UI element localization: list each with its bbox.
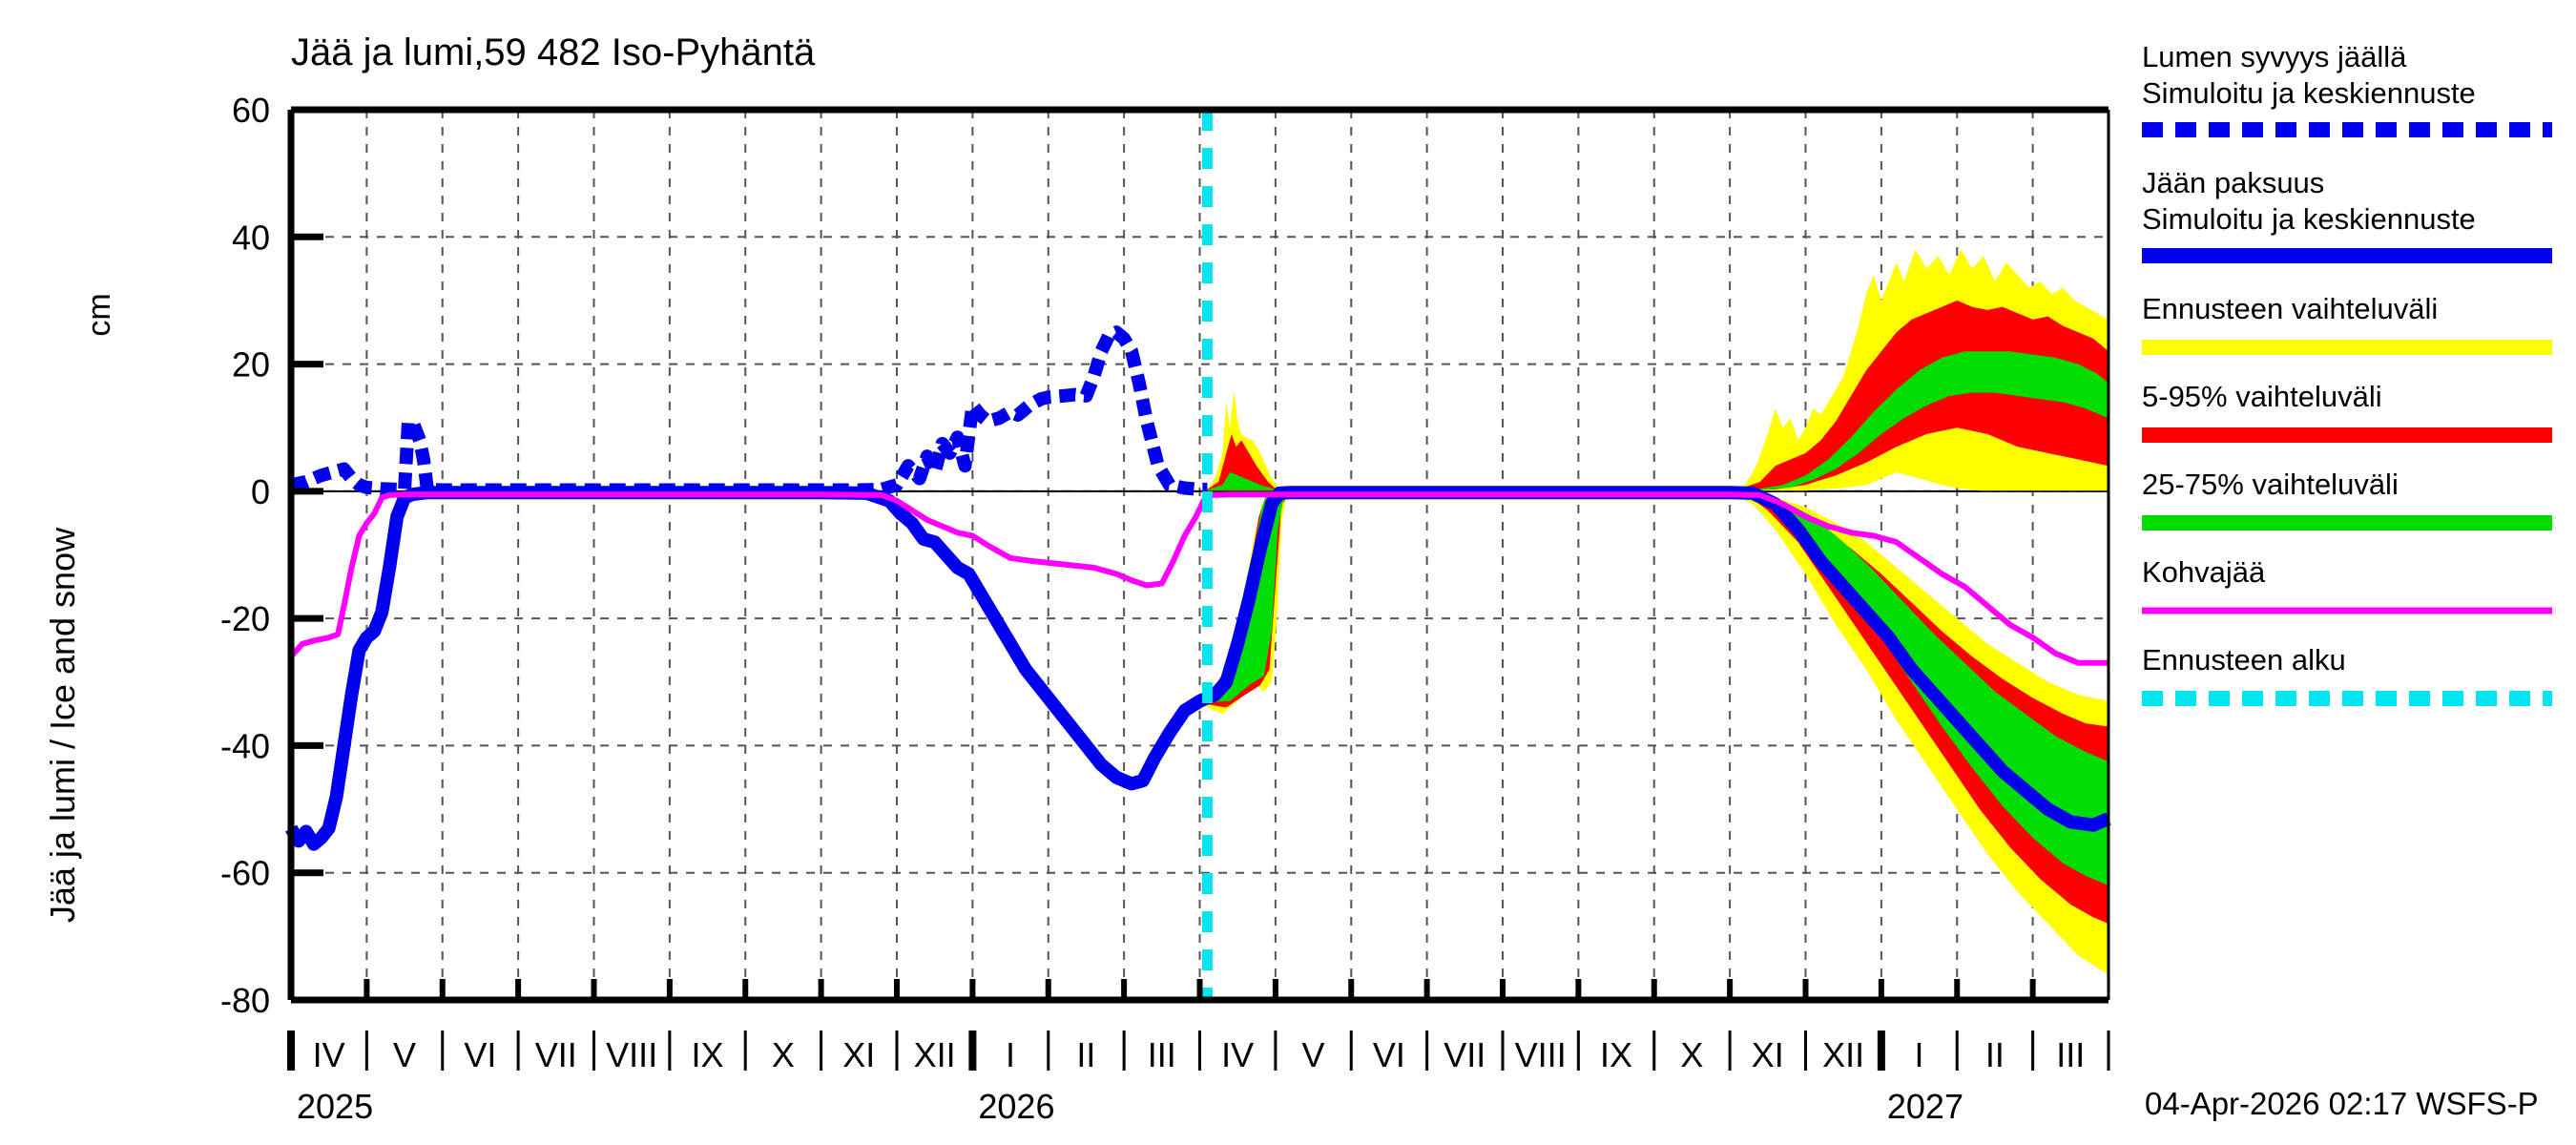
legend-item-subtitle: Simuloitu ja keskiennuste: [2142, 76, 2476, 110]
y-tick-label: -60: [220, 854, 270, 893]
x-tick-label: XI: [1752, 1035, 1784, 1074]
legend-item-title: Kohvajää: [2142, 555, 2266, 589]
legend-item-title: 5-95% vaihteluväli: [2142, 380, 2382, 413]
x-tick-label: V: [1302, 1035, 1325, 1074]
y-tick-label: 0: [251, 472, 270, 511]
x-tick-label: VI: [1373, 1035, 1405, 1074]
x-axis-ticks: IV V VI VII VIII IX X XI XII I II III IV V VI VII VIII IX…: [287, 979, 2110, 1126]
series-lines: [284, 325, 2111, 851]
page-title: Jää ja lumi,59 482 Iso-Pyhäntä: [291, 31, 816, 73]
x-tick-label: V: [393, 1035, 416, 1074]
x-tick-label: IV: [313, 1035, 345, 1074]
x-year-label: 2027: [1887, 1087, 1963, 1126]
series-ice_thickness: [284, 486, 2111, 851]
y-tick-label: 20: [232, 345, 270, 385]
y-tick-label: 60: [232, 91, 270, 130]
y-tick-label: -20: [220, 599, 270, 638]
legend-item-title: Jään paksuus: [2142, 166, 2324, 199]
series-slush_ice: [288, 491, 2109, 666]
x-tick-label: XI: [842, 1035, 875, 1074]
x-tick-label: III: [1148, 1035, 1176, 1074]
band-ice-green: [1207, 492, 2109, 886]
x-tick-label: VII: [1444, 1035, 1485, 1074]
x-tick-label: VII: [535, 1035, 577, 1074]
footer-timestamp: 04-Apr-2026 02:17 WSFS-P: [2145, 1086, 2539, 1121]
x-tick-label: VIII: [606, 1035, 657, 1074]
y-tick-label: -40: [220, 726, 270, 765]
uncertainty-bands: [1207, 249, 2109, 975]
x-tick-label: III: [2056, 1035, 2085, 1074]
x-tick-label: IX: [1600, 1035, 1632, 1074]
y-tick-label: -80: [220, 981, 270, 1020]
legend-item[interactable]: 25-75% vaihteluväli: [2142, 468, 2552, 531]
x-tick-label: I: [1915, 1035, 1924, 1074]
x-year-label: 2026: [978, 1087, 1054, 1126]
legend-item[interactable]: 5-95% vaihteluväli: [2142, 380, 2552, 443]
x-tick-label: X: [772, 1035, 795, 1074]
x-tick-label: IX: [692, 1035, 724, 1074]
y-axis-title: Jää ja lumi / Ice and snow: [43, 527, 82, 923]
band-snow-green: [1207, 351, 2109, 490]
legend-item-title: Ennusteen alku: [2142, 643, 2346, 677]
legend-item[interactable]: Ennusteen vaihteluväli: [2142, 292, 2552, 355]
y-axis-unit: cm: [81, 293, 117, 336]
legend-item-title: 25-75% vaihteluväli: [2142, 468, 2399, 501]
x-tick-label: X: [1680, 1035, 1703, 1074]
x-tick-label: I: [1006, 1035, 1015, 1074]
y-axis-ticks: 60 40 20 0 -20 -40 -60 -80: [220, 91, 323, 1020]
x-tick-label: II: [1076, 1035, 1095, 1074]
series-snow_depth: [289, 325, 1208, 497]
x-tick-label: VIII: [1515, 1035, 1567, 1074]
legend-item-title: Lumen syvyys jäällä: [2142, 40, 2407, 73]
x-tick-label: XII: [1822, 1035, 1864, 1074]
x-tick-label: VI: [464, 1035, 496, 1074]
x-tick-label: XII: [914, 1035, 956, 1074]
x-tick-label: II: [1985, 1035, 2005, 1074]
x-year-label: 2025: [297, 1087, 373, 1126]
y-tick-label: 40: [232, 218, 270, 257]
legend-item-title: Ennusteen vaihteluväli: [2142, 292, 2438, 325]
legend-item[interactable]: Kohvajää: [2142, 555, 2552, 614]
legend-item[interactable]: Ennusteen alku: [2142, 643, 2552, 706]
x-tick-label: IV: [1221, 1035, 1254, 1074]
legend-item-subtitle: Simuloitu ja keskiennuste: [2142, 202, 2476, 236]
band-snow-red: [1207, 300, 2109, 490]
